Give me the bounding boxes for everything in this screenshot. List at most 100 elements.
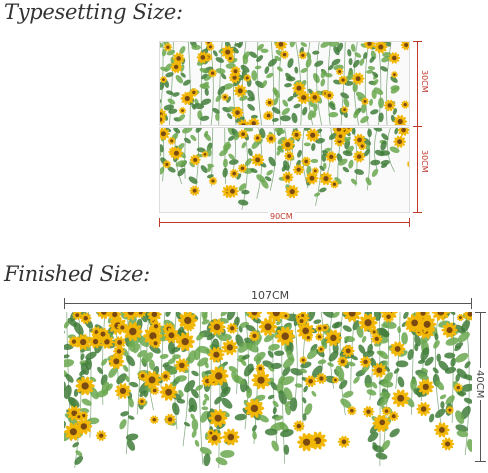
leaf-shape bbox=[201, 319, 210, 325]
leaf-shape bbox=[328, 102, 336, 111]
sunflower-shape bbox=[351, 72, 365, 85]
sunflower-shape bbox=[292, 164, 305, 176]
leaf-shape bbox=[240, 64, 250, 73]
leaf-shape bbox=[64, 343, 74, 350]
leaf-shape bbox=[173, 128, 181, 134]
leaf-shape bbox=[347, 361, 356, 367]
leaf-shape bbox=[449, 312, 456, 316]
leaf-shape bbox=[222, 167, 228, 178]
leaf-shape bbox=[420, 347, 430, 361]
leaf-shape bbox=[310, 343, 318, 352]
leaf-shape bbox=[460, 383, 472, 392]
dimension-tick bbox=[64, 298, 65, 309]
finished-width-dimension-line bbox=[64, 303, 472, 304]
leaf-shape bbox=[237, 42, 243, 49]
leaf-shape bbox=[75, 450, 83, 457]
leaf-shape bbox=[282, 99, 289, 107]
leaf-shape bbox=[440, 401, 445, 409]
leaf-shape bbox=[105, 383, 113, 392]
leaf-shape bbox=[342, 390, 354, 398]
leaf-shape bbox=[267, 350, 274, 358]
leaf-shape bbox=[67, 396, 80, 408]
leaf-shape bbox=[310, 158, 319, 164]
leaf-shape bbox=[344, 335, 355, 343]
leaf-shape bbox=[421, 367, 429, 373]
leaf-shape bbox=[414, 343, 419, 352]
leaf-shape bbox=[319, 165, 325, 172]
leaf-shape bbox=[306, 52, 312, 59]
sunflower-shape bbox=[222, 428, 240, 446]
dimension-tick bbox=[159, 218, 160, 227]
sunflower-shape bbox=[238, 129, 249, 139]
leaf-shape bbox=[266, 169, 273, 176]
sunflower-shape bbox=[400, 100, 409, 109]
leaf-shape bbox=[432, 367, 439, 374]
leaf-shape bbox=[261, 80, 268, 88]
leaf-shape bbox=[307, 110, 314, 121]
sunflower-shape bbox=[208, 409, 228, 428]
leaf-shape bbox=[339, 379, 348, 390]
leaf-shape bbox=[204, 361, 209, 369]
leaf-shape bbox=[212, 50, 218, 57]
leaf-shape bbox=[390, 114, 396, 123]
leaf-shape bbox=[407, 349, 414, 360]
leaf-shape bbox=[352, 82, 358, 93]
leaf-shape bbox=[204, 88, 209, 96]
leaf-shape bbox=[200, 115, 210, 121]
leaf-shape bbox=[268, 343, 280, 351]
leaf-shape bbox=[193, 103, 205, 110]
leaf-shape bbox=[190, 134, 197, 142]
leaf-shape bbox=[303, 142, 311, 147]
leaf-shape bbox=[195, 384, 204, 391]
leaf-shape bbox=[312, 110, 317, 118]
leaf-shape bbox=[260, 179, 269, 189]
leaf-shape bbox=[335, 365, 345, 380]
typesetting-size-heading: Typesetting Size: bbox=[4, 0, 183, 24]
sunflower-shape bbox=[298, 312, 307, 320]
leaf-shape bbox=[361, 335, 367, 343]
leaf-shape bbox=[382, 320, 397, 329]
leaf-shape bbox=[252, 431, 257, 440]
vine-stem bbox=[187, 42, 191, 125]
vine-stem bbox=[316, 42, 323, 125]
leaf-shape bbox=[371, 168, 379, 177]
sunflower-shape bbox=[280, 138, 295, 152]
leaf-shape bbox=[372, 79, 379, 86]
sunflower-shape bbox=[308, 91, 321, 104]
leaf-shape bbox=[331, 58, 341, 66]
sunflower-shape bbox=[456, 313, 465, 322]
sunflower-shape bbox=[243, 74, 252, 82]
leaf-shape bbox=[322, 162, 327, 170]
leaf-shape bbox=[247, 103, 255, 111]
leaf-shape bbox=[290, 368, 303, 376]
leaf-shape bbox=[270, 362, 282, 370]
sunflower-shape bbox=[434, 422, 450, 438]
sunflower-vine-artwork-bottom bbox=[160, 128, 409, 210]
leaf-shape bbox=[169, 366, 179, 375]
leaf-shape bbox=[454, 342, 464, 349]
sunflower-shape bbox=[397, 128, 409, 136]
sunflower-vine-artwork-top bbox=[160, 42, 409, 125]
leaf-shape bbox=[228, 135, 235, 141]
leaf-shape bbox=[247, 89, 255, 100]
leaf-shape bbox=[319, 187, 327, 193]
leaf-shape bbox=[191, 370, 199, 377]
sunflower-shape bbox=[315, 324, 325, 333]
sunflower-shape bbox=[167, 137, 176, 145]
leaf-shape bbox=[304, 403, 313, 416]
leaf-shape bbox=[358, 344, 366, 354]
leaf-shape bbox=[300, 42, 308, 47]
sunflower-shape bbox=[160, 114, 166, 125]
sunflower-shape bbox=[237, 119, 250, 125]
leaf-shape bbox=[167, 98, 176, 105]
leaf-shape bbox=[414, 334, 422, 347]
sunflower-shape bbox=[79, 312, 92, 324]
sunflower-shape bbox=[265, 133, 277, 144]
sunflower-shape bbox=[285, 184, 300, 199]
leaf-shape bbox=[274, 415, 283, 421]
leaf-shape bbox=[429, 413, 435, 423]
sunflower-shape bbox=[208, 318, 226, 336]
leaf-shape bbox=[395, 360, 409, 368]
dimension-tick bbox=[413, 41, 422, 42]
sunflower-vine-artwork-finished bbox=[64, 312, 472, 468]
